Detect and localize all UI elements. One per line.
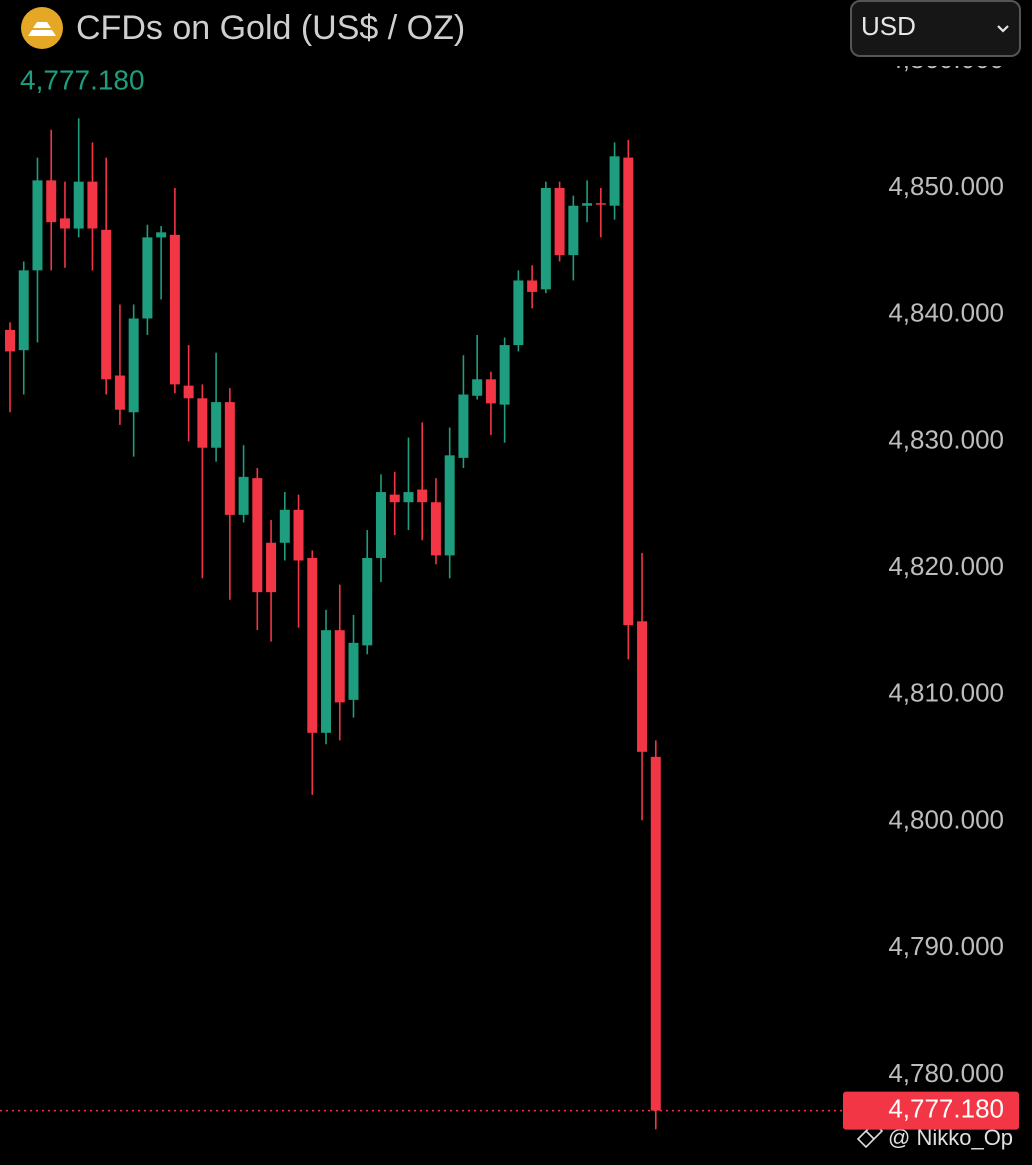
candle-body xyxy=(252,478,263,593)
candle-body xyxy=(362,557,373,646)
candle-body xyxy=(46,180,57,223)
candle-body xyxy=(430,502,441,556)
header: CFDs on Gold (US$ / OZ) 4,777.180 USD xyxy=(20,0,1021,95)
y-tick-label: 4,800.000 xyxy=(888,804,1004,834)
plot-area xyxy=(0,118,842,1130)
candle-body xyxy=(183,385,194,399)
candle-body xyxy=(73,181,84,229)
candle-body xyxy=(472,379,483,396)
candle-body xyxy=(540,187,551,290)
candle-body xyxy=(389,494,400,503)
last-price-badge xyxy=(843,1091,1019,1130)
chart-title: CFDs on Gold (US$ / OZ) xyxy=(76,9,465,47)
y-tick-label: 4,850.000 xyxy=(888,171,1004,201)
candle-body xyxy=(485,379,496,404)
header-price: 4,777.180 xyxy=(20,64,145,95)
candle-body xyxy=(444,455,455,556)
candle-body xyxy=(417,489,428,503)
candle-body xyxy=(279,509,290,543)
candle-body xyxy=(348,642,359,700)
y-tick-label: 4,860.000 xyxy=(888,44,1004,74)
candle-body xyxy=(238,476,249,515)
y-tick-label: 4,780.000 xyxy=(888,1058,1004,1088)
candle-body xyxy=(101,229,112,380)
candle-body xyxy=(595,203,606,205)
candle-body xyxy=(458,394,469,458)
candle-body xyxy=(211,402,222,448)
candle-body xyxy=(321,630,332,733)
candle-body xyxy=(142,237,153,319)
currency-select[interactable] xyxy=(850,0,1021,57)
currency-label[interactable]: USD xyxy=(861,11,916,41)
candle-body xyxy=(59,218,70,229)
candle-body xyxy=(18,270,29,351)
y-tick-label: 4,810.000 xyxy=(888,678,1004,708)
candle-body xyxy=(5,329,15,352)
candle-body xyxy=(582,203,593,206)
candle-body xyxy=(375,492,386,558)
candle-body xyxy=(527,280,538,292)
candle-body xyxy=(114,375,125,410)
candle-body xyxy=(609,156,620,206)
candle-body xyxy=(87,181,98,229)
y-tick-label: 4,840.000 xyxy=(888,298,1004,328)
y-tick-label: 4,820.000 xyxy=(888,551,1004,581)
candle-body xyxy=(513,280,524,346)
price-axis: 4,780.000 4,790.000 4,800.000 4,810.000 4,82… xyxy=(888,44,1012,1088)
candle-body xyxy=(293,509,304,561)
candle-body xyxy=(169,234,180,385)
candle-body xyxy=(623,157,634,626)
candle-body xyxy=(156,232,167,238)
chevron[interactable] xyxy=(997,25,1009,33)
candle-body xyxy=(32,180,43,271)
last-price-label: 4,777.180 xyxy=(888,1094,1004,1124)
candle-body xyxy=(307,557,318,733)
candle-body xyxy=(403,492,414,503)
candle-body xyxy=(197,398,208,448)
candle-body xyxy=(334,630,345,703)
candle-body xyxy=(266,542,277,593)
y-tick-label: 4,790.000 xyxy=(888,931,1004,961)
candle-body xyxy=(637,621,648,752)
candle-body xyxy=(499,345,510,405)
overlay: @ Nikko_Op 4,777.180 xyxy=(843,1091,1019,1150)
candle-body xyxy=(128,318,139,413)
candle-body xyxy=(568,205,579,256)
gold-bars xyxy=(28,22,56,36)
candle-body xyxy=(650,756,661,1111)
candle-body xyxy=(554,187,565,256)
candle-body xyxy=(224,402,235,515)
y-tick-label: 4,830.000 xyxy=(888,424,1004,454)
